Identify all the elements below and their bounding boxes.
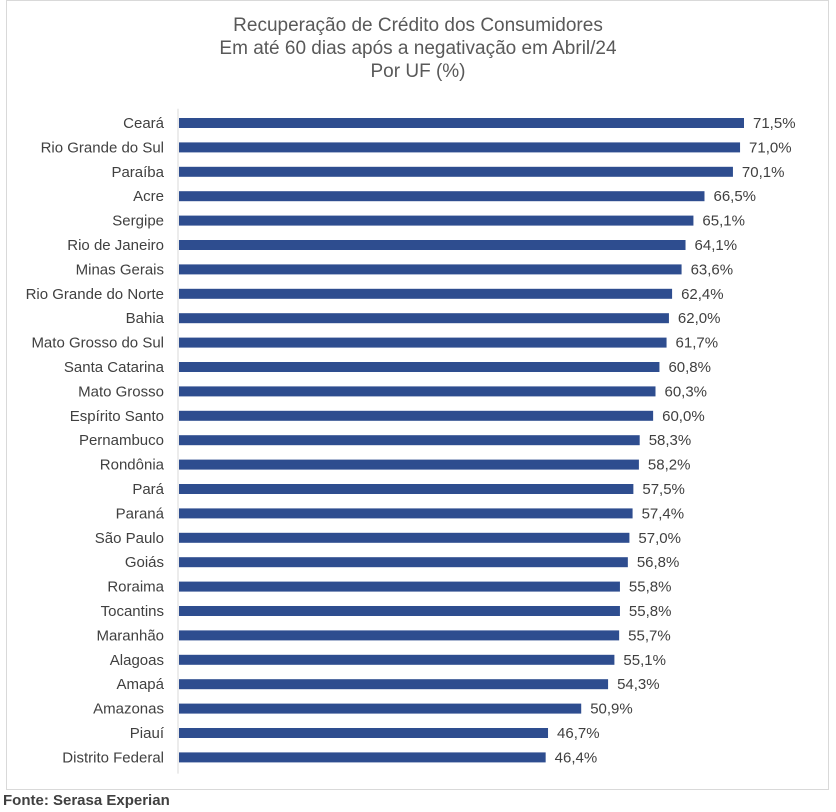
bar: [179, 166, 733, 177]
bar: [179, 118, 744, 128]
category-label: Amapá: [116, 676, 164, 693]
data-label: 64,1%: [695, 237, 738, 254]
category-label: Rio de Janeiro: [67, 237, 164, 254]
category-label: Rio Grande do Sul: [41, 139, 164, 156]
bar: [179, 386, 656, 397]
data-label: 46,7%: [557, 725, 600, 742]
bar: [179, 752, 546, 763]
data-label: 55,8%: [629, 603, 672, 620]
category-label: Acre: [133, 188, 164, 205]
bar: [179, 313, 669, 324]
data-label: 55,8%: [629, 579, 672, 596]
category-label: Tocantins: [101, 603, 164, 620]
data-label: 54,3%: [617, 676, 660, 693]
category-label: São Paulo: [95, 530, 164, 547]
category-label: Piauí: [130, 725, 165, 742]
category-label: Bahia: [126, 310, 165, 327]
bar-chart: Ceará 71,5% Rio Grande do Sul 71,0% Paraíba 7…: [26, 108, 796, 774]
data-label: 56,8%: [637, 554, 680, 571]
data-label: 70,1%: [742, 164, 785, 181]
category-label: Santa Catarina: [64, 359, 165, 376]
bar: [179, 484, 634, 494]
bar: [179, 581, 620, 592]
data-label: 60,0%: [662, 408, 705, 425]
category-label: Pernambuco: [79, 432, 164, 449]
category-label: Paraná: [116, 505, 165, 522]
category-label: Goiás: [125, 554, 164, 571]
category-label: Rondônia: [100, 457, 165, 474]
data-label: 63,6%: [691, 261, 734, 278]
data-label: 58,2%: [648, 457, 691, 474]
category-label: Mato Grosso do Sul: [31, 335, 164, 352]
bar: [179, 703, 582, 714]
category-label: Espírito Santo: [70, 408, 164, 425]
bar: [179, 679, 609, 690]
chart-title-line-2: Em até 60 dias após a negativação em Abr…: [219, 38, 617, 59]
data-label: 60,8%: [668, 359, 711, 376]
bar: [179, 435, 640, 446]
category-label: Alagoas: [110, 652, 164, 669]
data-label: 55,1%: [623, 652, 666, 669]
bar: [179, 215, 694, 226]
source-note: Fonte: Serasa Experian: [3, 792, 170, 809]
category-label: Mato Grosso: [78, 383, 164, 400]
data-label: 46,4%: [555, 749, 598, 766]
data-label: 66,5%: [713, 188, 756, 205]
data-label: 57,0%: [638, 530, 681, 547]
data-label: 60,3%: [664, 383, 707, 400]
bar: [179, 288, 673, 299]
bar: [179, 459, 639, 470]
bar: [179, 606, 620, 616]
chart-title-line-1: Recuperação de Crédito dos Consumidores: [233, 15, 603, 36]
bar: [179, 654, 615, 665]
bar: [179, 410, 654, 421]
bar: [179, 191, 705, 202]
data-label: 50,9%: [590, 701, 633, 718]
category-label: Pará: [132, 481, 164, 498]
category-label: Ceará: [123, 115, 165, 132]
category-label: Maranhão: [96, 627, 164, 644]
data-label: 58,3%: [649, 432, 692, 449]
category-label: Minas Gerais: [76, 261, 164, 278]
category-label: Amazonas: [93, 701, 164, 718]
data-label: 61,7%: [676, 335, 719, 352]
data-label: 71,0%: [749, 139, 792, 156]
data-label: 62,4%: [681, 286, 724, 303]
category-label: Paraíba: [111, 164, 164, 181]
chart-title: Recuperação de Crédito dos Consumidores …: [0, 14, 836, 83]
data-label: 62,0%: [678, 310, 721, 327]
data-label: 65,1%: [702, 213, 745, 230]
bar: [179, 728, 549, 738]
data-label: 71,5%: [753, 115, 796, 132]
chart-title-line-3: Por UF (%): [370, 61, 466, 82]
data-label: 57,5%: [642, 481, 685, 498]
bar: [179, 264, 682, 275]
bar: [179, 557, 628, 568]
bar: [179, 630, 620, 641]
bar: [179, 532, 630, 543]
category-label: Distrito Federal: [62, 749, 164, 766]
data-label: 57,4%: [642, 505, 685, 522]
category-label: Sergipe: [112, 213, 164, 230]
bar: [179, 337, 667, 348]
bar: [179, 362, 660, 372]
bar: [179, 142, 741, 153]
bar: [179, 508, 633, 519]
data-label: 55,7%: [628, 627, 671, 644]
category-label: Rio Grande do Norte: [26, 286, 164, 303]
category-label: Roraima: [107, 579, 164, 596]
bar: [179, 240, 686, 250]
